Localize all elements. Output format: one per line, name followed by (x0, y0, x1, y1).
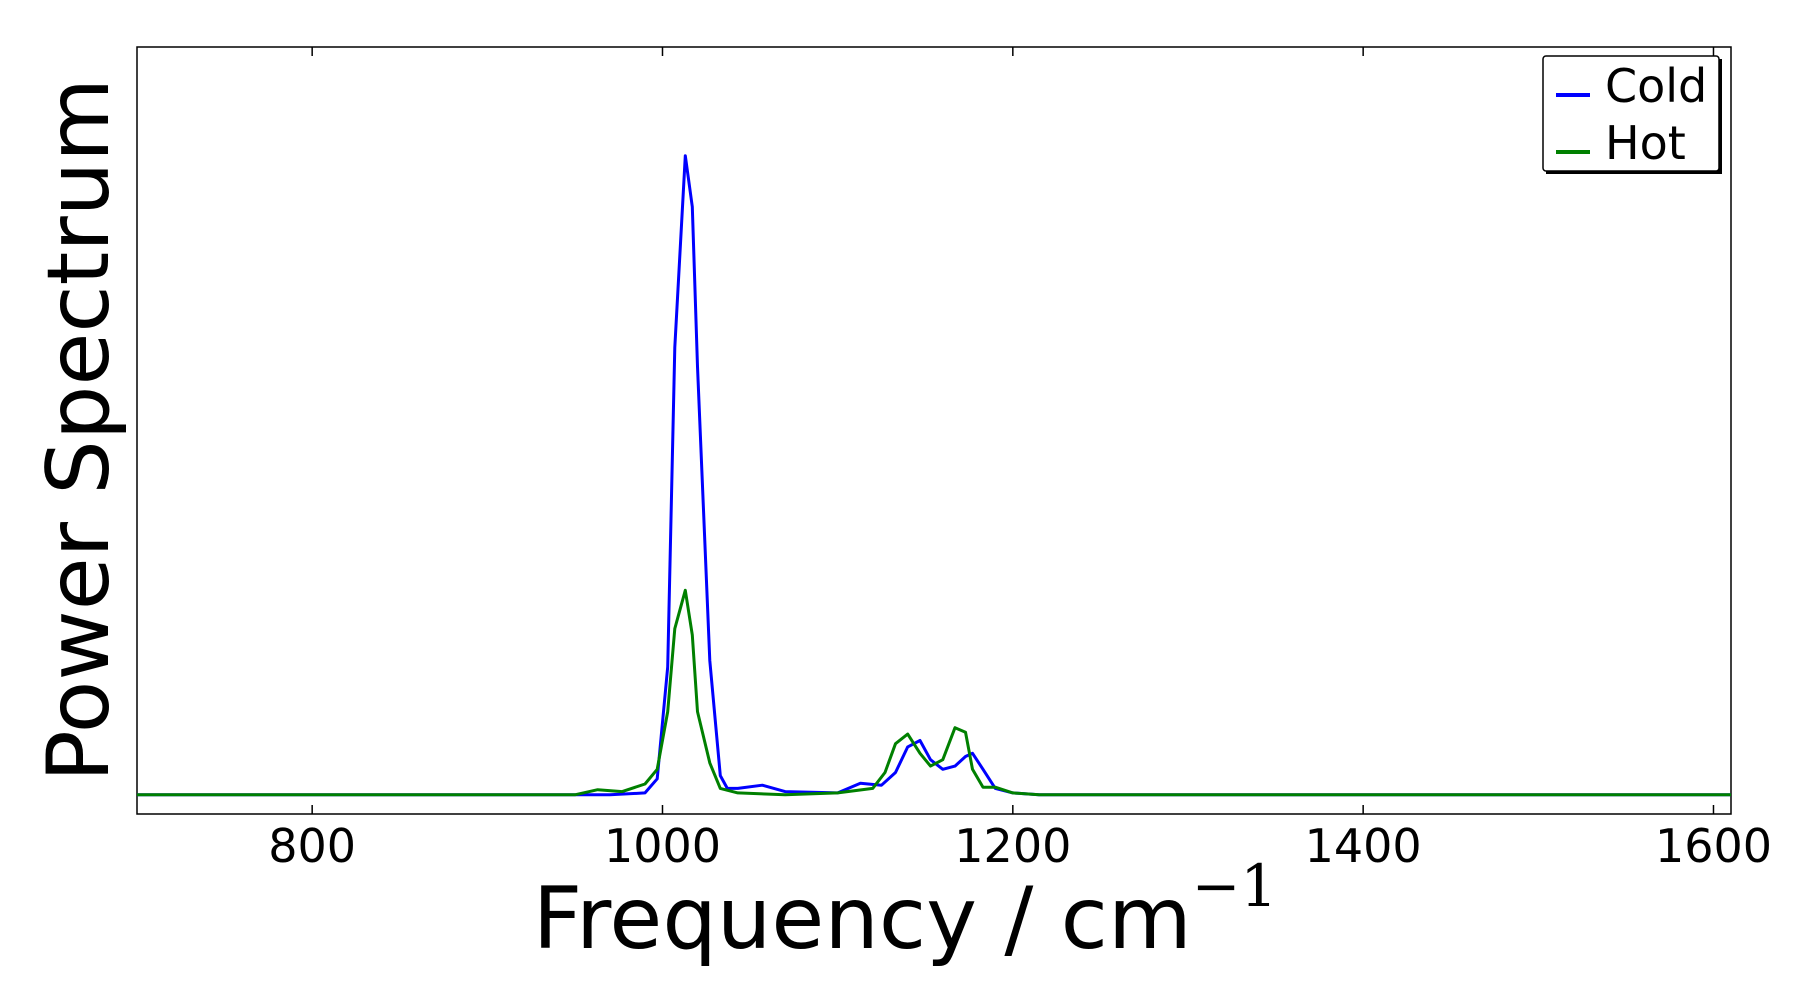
legend-label-cold: Cold (1605, 59, 1707, 113)
plot-area-frame (136, 46, 1732, 815)
x-tick-label-1600: 1600 (1655, 819, 1772, 873)
x-axis-title-main: Frequency / cm (533, 869, 1192, 969)
x-tick-label-1000: 1000 (604, 819, 721, 873)
x-axis-title: Frequency / cm−1 (533, 852, 1277, 969)
series-line-cold (137, 154, 1731, 797)
x-tick-label-800: 800 (268, 819, 356, 873)
series-layer (137, 154, 1731, 797)
x-axis-ticks: 800 1000 1200 1400 1600 (268, 47, 1772, 873)
series-line-hot (137, 588, 1731, 797)
y-axis-title: Power Spectrum (29, 78, 129, 782)
legend-box (1542, 55, 1720, 172)
x-tick-label-1200: 1200 (954, 819, 1071, 873)
x-axis-title-exponent: −1 (1192, 852, 1278, 920)
legend: Cold Hot (1542, 55, 1722, 174)
x-tick-label-1400: 1400 (1305, 819, 1422, 873)
legend-label-hot: Hot (1605, 116, 1686, 170)
